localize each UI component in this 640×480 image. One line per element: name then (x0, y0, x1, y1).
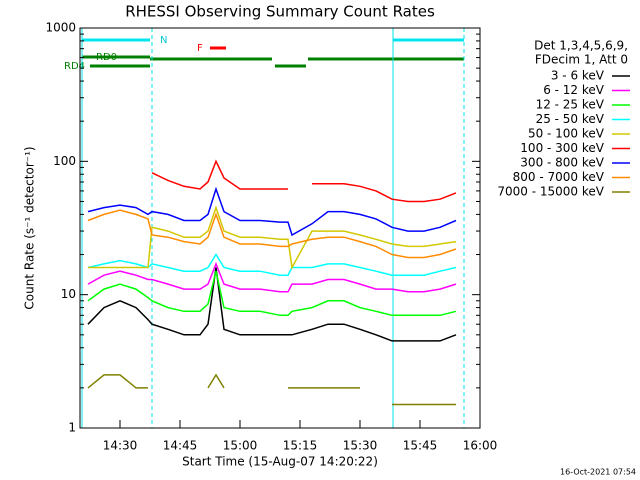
annotation: RD0 (96, 52, 117, 63)
series-line (87, 209, 457, 259)
plot-frame (79, 27, 481, 429)
x-axis-label: Start Time (15-Aug-07 14:20:22) (182, 455, 378, 469)
legend-label: 6 - 12 keV (543, 83, 605, 97)
series-line (87, 186, 457, 237)
x-tick-label: 15:15 (283, 439, 318, 453)
series-line (88, 205, 457, 270)
y-tick-label: 1 (68, 421, 76, 435)
annotation: N (160, 35, 167, 46)
y-tick-label: 100 (53, 154, 76, 168)
legend-title: FDecim 1, Att 0 (535, 53, 628, 67)
state-bars: N F RD0 RD4 (64, 28, 465, 428)
series-line (87, 261, 457, 293)
series-line (87, 271, 457, 317)
timestamp: 16-Oct-2021 07:54 (560, 468, 636, 477)
series-line (87, 373, 456, 406)
annotation: RD4 (64, 61, 85, 72)
legend-label: 25 - 50 keV (536, 112, 605, 126)
legend-label: 3 - 6 keV (551, 69, 605, 83)
y-axis-label: Count Rate (s⁻¹ detector⁻¹) (23, 146, 37, 309)
series-line (87, 253, 457, 276)
y-tick-label: 10 (61, 287, 76, 301)
legend-label: 50 - 100 keV (528, 127, 605, 141)
annotation: F (197, 43, 203, 54)
legend-label: 800 - 7000 keV (513, 170, 605, 184)
legend-label: 100 - 300 keV (520, 141, 604, 155)
legend-label: 7000 - 15000 keV (497, 185, 604, 199)
x-tick-label: 15:30 (343, 439, 378, 453)
chart-title: RHESSI Observing Summary Count Rates (125, 3, 435, 21)
series-line (151, 159, 457, 203)
x-tick-label: 15:45 (403, 439, 438, 453)
legend-label: 300 - 800 keV (520, 156, 604, 170)
x-tick-label: 14:45 (163, 439, 198, 453)
x-tick-label: 16:00 (463, 439, 498, 453)
x-tick-label: 15:00 (223, 439, 258, 453)
series-line (87, 267, 457, 342)
x-tick-label: 14:30 (103, 439, 138, 453)
legend-label: 12 - 25 keV (536, 98, 605, 112)
y-tick-label: 1000 (45, 21, 76, 35)
legend-title: Det 1,3,4,5,6,9, (534, 39, 628, 53)
